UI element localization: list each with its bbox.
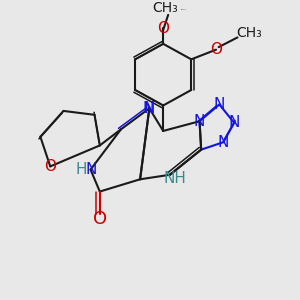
Text: N: N [144, 101, 155, 116]
Text: N: N [229, 116, 240, 130]
Text: O: O [44, 159, 56, 174]
Text: N: N [214, 97, 225, 112]
Text: N: N [194, 114, 205, 129]
Text: N: N [218, 135, 229, 150]
Text: N: N [85, 162, 97, 177]
Text: NH: NH [163, 171, 186, 186]
Text: H: H [76, 162, 87, 177]
Text: N: N [142, 101, 153, 116]
Text: CH₃: CH₃ [152, 2, 178, 15]
Text: CH₃: CH₃ [236, 26, 262, 40]
Text: O: O [93, 210, 107, 228]
Text: methoxy: methoxy [181, 9, 187, 10]
Text: O: O [157, 21, 169, 36]
Text: O: O [210, 42, 222, 57]
